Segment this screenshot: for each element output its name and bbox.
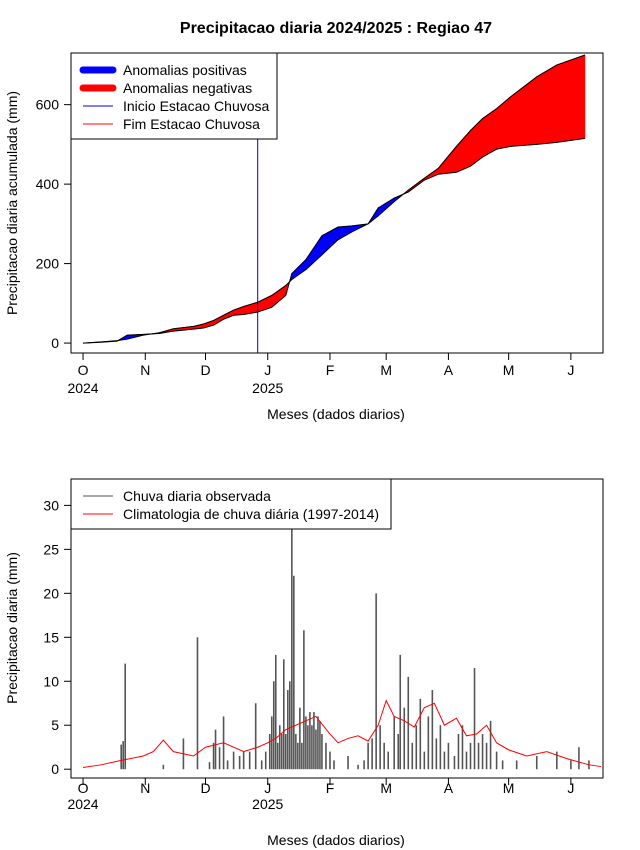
- anomaly-area: [556, 54, 586, 143]
- daily-legend-box: [70, 478, 392, 530]
- y-tick-label: 10: [43, 673, 59, 689]
- cumulative-plot-frame: [70, 52, 604, 354]
- cumulative-marks: [83, 53, 586, 353]
- x-tick-label: M: [380, 780, 392, 796]
- legend-label-observed: Chuva diaria observada: [123, 488, 271, 504]
- daily-y-axis-label: Precipitacao diaria (mm): [4, 552, 20, 704]
- anomaly-area: [536, 64, 558, 145]
- y-tick-label: 5: [51, 717, 59, 733]
- x-tick-label: D: [200, 780, 210, 796]
- cumulative-y-axis-label: Precipitacao diaria acumulada (mm): [4, 91, 20, 315]
- anomaly-area: [291, 258, 307, 281]
- x-tick-label: N: [140, 362, 150, 378]
- daily-x-axis-label: Meses (dados diarios): [267, 832, 405, 848]
- y-tick-label: 20: [43, 585, 59, 601]
- y-tick-label: 0: [51, 335, 59, 351]
- y-tick-label: 0: [51, 761, 59, 777]
- y-tick-label: 25: [43, 541, 59, 557]
- x-tick-label: F: [326, 780, 335, 796]
- cumulative-panel: Precipitacao diaria 2024/2025 : Regiao 4…: [4, 20, 604, 422]
- x-year-label: 2024: [67, 380, 98, 396]
- cumulative-axes: 0 200 400 600 O 2024 N D J 2025 F M A M J: [36, 97, 575, 396]
- x-tick-label: N: [140, 780, 150, 796]
- anomaly-area: [305, 234, 323, 271]
- legend-label-onset: Inicio Estacao Chuvosa: [123, 98, 270, 114]
- daily-legend: Chuva diaria observada Climatologia de c…: [70, 478, 392, 530]
- x-year-label: 2025: [252, 380, 283, 396]
- legend-label-end: Fim Estacao Chuvosa: [123, 116, 260, 132]
- x-year-label: 2025: [252, 796, 283, 812]
- anomaly-area: [271, 284, 287, 308]
- x-tick-label: A: [444, 362, 454, 378]
- legend-label-positive: Anomalias positivas: [123, 62, 247, 78]
- x-tick-label: J: [567, 362, 574, 378]
- x-tick-label: J: [264, 780, 271, 796]
- observed-cumulative-line: [83, 137, 586, 344]
- y-tick-label: 15: [43, 629, 59, 645]
- x-tick-label: J: [567, 780, 574, 796]
- cumulative-x-axis-label: Meses (dados diarios): [267, 406, 405, 422]
- anomaly-area: [456, 129, 471, 173]
- cumulative-legend: Anomalias positivas Anomalias negativas …: [70, 52, 278, 140]
- x-tick-label: J: [264, 362, 271, 378]
- legend-label-climatology: Climatologia de chuva diária (1997-2014): [123, 506, 379, 522]
- y-tick-label: 200: [36, 256, 60, 272]
- daily-marks: [82, 522, 602, 770]
- x-year-label: 2024: [67, 796, 98, 812]
- legend-label-negative: Anomalias negativas: [123, 80, 252, 96]
- anomaly-area: [496, 96, 511, 150]
- y-tick-label: 400: [36, 176, 60, 192]
- x-tick-label: A: [444, 780, 454, 796]
- x-tick-label: O: [78, 362, 89, 378]
- climatology-daily-line: [82, 699, 602, 768]
- x-tick-label: F: [326, 362, 335, 378]
- x-tick-label: M: [503, 362, 515, 378]
- x-tick-label: D: [200, 362, 210, 378]
- chart-title: Precipitacao diaria 2024/2025 : Regiao 4…: [180, 20, 492, 37]
- x-tick-label: M: [380, 362, 392, 378]
- x-tick-label: M: [503, 780, 515, 796]
- anomaly-area: [438, 145, 457, 175]
- y-tick-label: 600: [36, 97, 60, 113]
- climatology-cumulative-line: [83, 54, 586, 344]
- x-tick-label: O: [78, 780, 89, 796]
- y-tick-label: 30: [43, 497, 59, 513]
